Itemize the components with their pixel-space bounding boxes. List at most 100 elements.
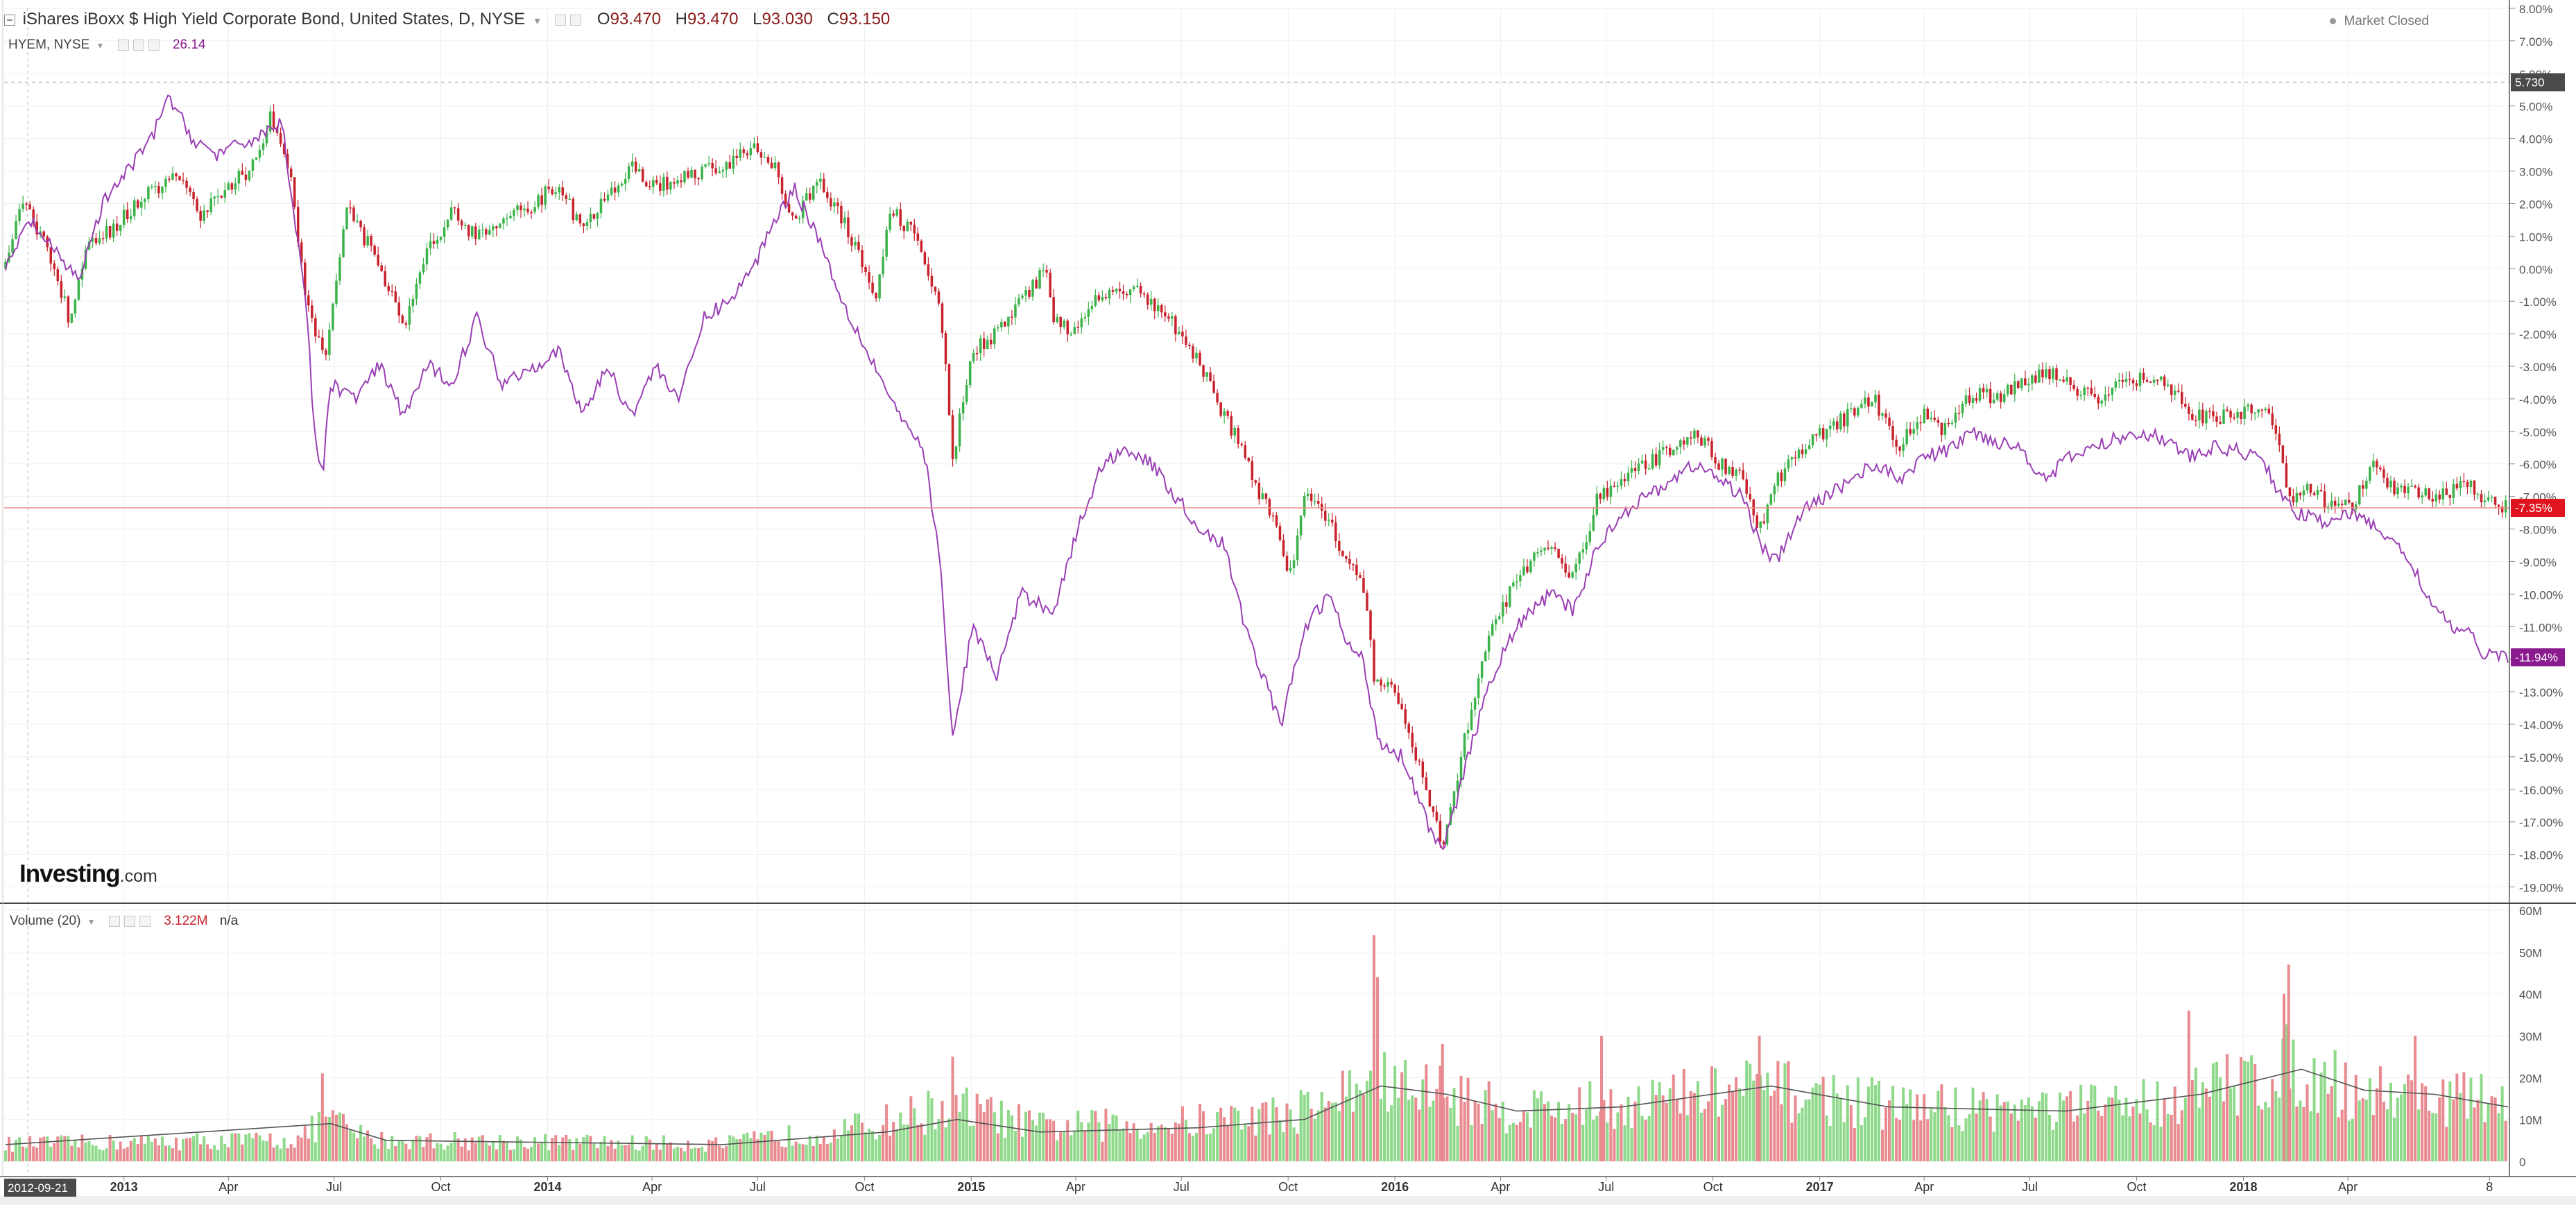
candle-body [951, 415, 954, 459]
x-tick-label: Apr [2338, 1180, 2358, 1194]
candle-body [1578, 552, 1581, 564]
volume-bar [2159, 1127, 2163, 1161]
volume-bar [32, 1146, 35, 1161]
candle-body [1164, 312, 1167, 317]
volume-bar [25, 1147, 28, 1161]
candle-body [683, 171, 686, 182]
candle-body [916, 233, 920, 241]
volume-bar [1957, 1125, 1961, 1161]
collapse-icon[interactable] [4, 14, 15, 26]
candle-body [1912, 429, 1915, 434]
candle-body [2166, 384, 2170, 386]
symbol-title[interactable]: iShares iBoxx $ High Yield Corporate Bon… [22, 10, 526, 28]
volume-bar [2407, 1074, 2410, 1161]
candle-body [1226, 411, 1229, 416]
candle-body [1957, 412, 1961, 414]
candle-body [203, 210, 205, 221]
y-tick-label: -13.00% [2519, 686, 2563, 699]
candle-body [115, 223, 119, 231]
volume-label[interactable]: Volume (20) [10, 914, 81, 928]
volume-bar [411, 1139, 415, 1161]
candle-body [2198, 409, 2201, 421]
volume-bar [718, 1145, 721, 1161]
candle-body [585, 222, 589, 226]
volume-bar [2131, 1106, 2135, 1161]
volume-bar [227, 1147, 230, 1161]
candle-body [1473, 697, 1477, 710]
candle-body [2191, 413, 2194, 420]
compare-dropdown-icon[interactable]: ▼ [96, 41, 105, 51]
volume-bar [390, 1136, 394, 1161]
candle-body [533, 207, 536, 212]
volume-bar [2243, 1060, 2247, 1161]
volume-bar [606, 1145, 610, 1161]
volume-bar [662, 1135, 665, 1161]
y-tick-label: -2.00% [2519, 328, 2557, 341]
candle-body [2062, 379, 2065, 382]
candle-body [561, 187, 565, 196]
volume-hide-icon[interactable] [123, 915, 135, 927]
volume-bar [634, 1150, 637, 1161]
start-date-badge-bg [4, 1179, 76, 1197]
volume-bar [979, 1104, 982, 1161]
volume-value: 3.122M [164, 914, 208, 928]
compare-settings-icon[interactable] [117, 39, 129, 51]
compare-close-icon[interactable] [148, 39, 160, 51]
candle-body [1564, 563, 1567, 573]
volume-bar [1783, 1063, 1787, 1161]
candle-body [606, 194, 610, 201]
candle-body [906, 221, 909, 232]
volume-bar [1282, 1131, 1285, 1161]
candle-body [864, 267, 867, 273]
volume-bar [1177, 1123, 1180, 1161]
volume-bar [2059, 1093, 2062, 1161]
candle-body [1320, 504, 1323, 511]
candle-body [1971, 398, 1975, 403]
y-tick-label: -1.00% [2519, 296, 2557, 309]
compare-hide-icon[interactable] [132, 39, 144, 51]
candle-body [56, 269, 60, 282]
settings-icon[interactable] [555, 14, 567, 26]
volume-bar [999, 1100, 1003, 1161]
volume-bar [380, 1132, 384, 1161]
candle-body [1362, 577, 1365, 593]
volume-dropdown-icon[interactable]: ▼ [87, 917, 96, 927]
volume-bar [2431, 1113, 2435, 1161]
candle-body [2497, 504, 2500, 507]
y-tick-label: -17.00% [2519, 817, 2563, 830]
volume-bar [446, 1145, 449, 1161]
candle-body [2219, 421, 2222, 424]
candle-body [2504, 500, 2507, 513]
candle-body [2483, 500, 2487, 503]
volume-bar [515, 1136, 520, 1161]
x-tick-label: Apr [218, 1180, 238, 1194]
symbol-dropdown-icon[interactable]: ▼ [532, 15, 542, 26]
volume-bar [1508, 1125, 1511, 1161]
volume-bar-spike [2414, 1036, 2417, 1161]
volume-bar [784, 1147, 787, 1161]
volume-bar [1609, 1089, 1613, 1161]
volume-bar [1818, 1084, 1821, 1161]
compare-symbol[interactable]: HYEM, NYSE [8, 37, 90, 52]
candle-body [112, 223, 115, 238]
volume-bar [523, 1147, 526, 1161]
candle-body [1940, 422, 1943, 435]
volume-bar [2278, 1097, 2281, 1161]
volume-bar [1626, 1096, 1630, 1161]
volume-settings-icon[interactable] [108, 915, 120, 927]
candle-body [2222, 409, 2225, 424]
volume-close-icon[interactable] [139, 915, 151, 927]
volume-bar [345, 1124, 349, 1161]
volume-bar [1769, 1095, 1773, 1161]
volume-bar [791, 1145, 794, 1161]
candle-body [2285, 463, 2288, 488]
hide-icon[interactable] [570, 14, 582, 26]
candle-body [98, 238, 101, 243]
candle-body [1087, 309, 1090, 317]
candle-body [1251, 461, 1254, 481]
candle-body [509, 215, 512, 219]
volume-bar [686, 1140, 690, 1161]
volume-bar [2299, 1100, 2302, 1161]
volume-bar [157, 1145, 160, 1161]
